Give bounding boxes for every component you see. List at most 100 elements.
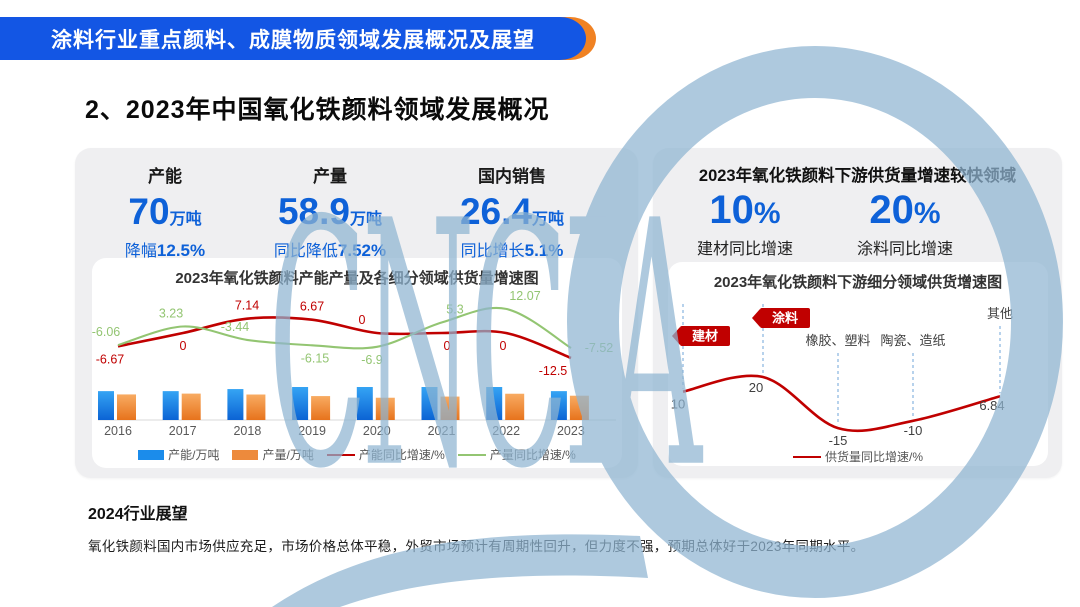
right-chart-title: 2023年氧化铁颜料下游细分领域供货增速图 — [713, 274, 1003, 291]
stat-change: 同比降低7.52% — [273, 241, 387, 260]
capacity-bar — [292, 387, 309, 420]
category-flag-label: 涂料 — [772, 311, 798, 326]
legend-label: 产量同比增速/% — [489, 448, 576, 462]
data-label: 6.67 — [300, 300, 324, 314]
stat-building-materials-growth: 10% 建材同比增速 — [665, 188, 825, 259]
right-chart-card: 2023年氧化铁颜料下游细分领域供货增速图 建材 涂料 橡胶、塑料 陶瓷、造纸 其他 10… — [668, 262, 1048, 466]
legend-item-capacity: 产能/万吨 — [138, 446, 219, 463]
output-bar — [181, 393, 201, 420]
year-label: 2023 — [557, 424, 585, 438]
output-bar — [505, 393, 525, 420]
legend-swatch-supply-line — [792, 455, 821, 458]
category-flag-arrow — [672, 327, 680, 345]
category-flag-label: 建材 — [692, 329, 718, 344]
data-label: 5.3 — [446, 302, 463, 316]
supply-growth-line — [682, 374, 1001, 433]
data-label: 3.23 — [159, 307, 183, 321]
output-bar — [440, 396, 460, 420]
year-label: 2016 — [104, 424, 132, 438]
header-title: 涂料行业重点颜料、成膜物质领域发展概况及展望 — [51, 28, 535, 52]
year-label: 2022 — [492, 424, 520, 438]
legend-swatch-capacity-line — [326, 453, 355, 456]
stat-label: 产能 — [148, 167, 182, 186]
page-title: 2、2023年中国氧化铁颜料领域发展概况 — [85, 96, 550, 124]
year-label: 2017 — [169, 424, 197, 438]
output-bar — [375, 397, 395, 420]
legend-label: 产能/万吨 — [168, 448, 220, 462]
stat-change: 降幅12.5% — [124, 241, 206, 260]
stat-label: 建材同比增速 — [696, 241, 793, 258]
stat-capacity: 产能 70万吨 降幅12.5% — [85, 148, 245, 261]
data-label: 12.07 — [509, 289, 540, 303]
data-label: -15 — [829, 433, 848, 447]
header-bar: 涂料行业重点颜料、成膜物质领域发展概况及展望 — [0, 17, 596, 60]
stat-domestic-sales: 国内销售 26.4万吨 同比增长5.1% — [427, 148, 597, 261]
category-label: 橡胶、塑料 — [805, 333, 870, 348]
legend-swatch-output-line — [457, 453, 486, 456]
data-label: -10 — [904, 423, 923, 438]
output-bar — [117, 394, 136, 420]
output-bar — [569, 395, 589, 420]
output-bar — [246, 394, 266, 420]
data-label: 0 — [359, 313, 366, 327]
stat-value: 58.9万吨 — [277, 191, 383, 232]
legend-label: 产能同比增速/% — [358, 448, 445, 462]
stat-coatings-growth: 20% 涂料同比增速 — [825, 188, 985, 259]
legend-swatch-capacity-bar — [138, 449, 165, 460]
capacity-bar — [162, 391, 179, 420]
right-chart-legend: 供货量同比增速/% — [668, 448, 1048, 465]
output-bar — [311, 396, 331, 420]
stat-label: 涂料同比增速 — [856, 241, 953, 258]
legend-item-capacity-growth: 产能同比增速/% — [326, 446, 445, 463]
category-label: 其他 — [987, 306, 1013, 321]
stat-output: 产量 58.9万吨 同比降低7.52% — [250, 148, 410, 261]
data-label: 6.84 — [979, 398, 1004, 413]
year-label: 2019 — [298, 424, 326, 438]
category-label: 陶瓷、造纸 — [880, 333, 945, 348]
data-label: 0 — [444, 339, 451, 353]
capacity-bar — [486, 387, 503, 420]
legend-item-output-growth: 产量同比增速/% — [457, 446, 576, 463]
category-flag-arrow — [752, 309, 760, 327]
header-bar-blue: 涂料行业重点颜料、成膜物质领域发展概况及展望 — [0, 17, 586, 60]
data-label: 20 — [749, 380, 763, 395]
capacity-bar — [356, 387, 373, 420]
legend-label: 供货量同比增速/% — [824, 450, 923, 464]
year-label: 2018 — [233, 424, 261, 438]
capacity-bar — [421, 387, 438, 420]
left-chart: 2016 2017 2018 2019 2020 2021 2022 2023 -6.67 0 7.… — [92, 289, 616, 438]
right-panel-title: 2023年氧化铁颜料下游供货量增速较快领域 — [698, 167, 1017, 185]
data-label: -3.44 — [221, 320, 250, 334]
left-chart-title: 2023年氧化铁颜料产能产量及各细分领域供货量增速图 — [175, 270, 539, 287]
data-label: -6.9 — [361, 353, 383, 367]
data-label: 0 — [180, 339, 187, 353]
data-label: 10 — [671, 397, 685, 412]
year-label: 2020 — [363, 424, 391, 438]
stat-value: 26.4万吨 — [459, 191, 565, 232]
left-chart-card: 2023年氧化铁颜料产能产量及各细分领域供货量增速图 2016 2017 2018 2… — [92, 258, 622, 468]
stat-value: 10% — [709, 188, 781, 232]
产量同比增速/%-line — [117, 306, 572, 350]
stat-value: 70万吨 — [128, 191, 202, 232]
stat-value: 20% — [869, 188, 941, 232]
capacity-bar — [227, 389, 244, 420]
产能同比增速/%-line — [117, 316, 572, 360]
stat-label: 产量 — [313, 167, 347, 186]
stat-label: 国内销售 — [478, 167, 546, 186]
year-label: 2021 — [428, 424, 456, 438]
left-chart-legend: 产能/万吨 产量/万吨 产能同比增速/% 产量同比增速/% — [92, 446, 622, 463]
data-label: -6.67 — [96, 352, 125, 366]
data-label: 0 — [500, 339, 507, 353]
outlook-body: 氧化铁颜料国内市场供应充足，市场价格总体平稳，外贸市场预计有周期性回升，但力度不… — [88, 539, 865, 554]
data-label: -6.06 — [92, 325, 120, 339]
data-label: -7.52 — [585, 341, 614, 355]
legend-item-supply-growth: 供货量同比增速/% — [792, 448, 923, 465]
outlook-section: 2024行业展望 氧化铁颜料国内市场供应充足，市场价格总体平稳，外贸市场预计有周… — [88, 500, 1048, 555]
capacity-bar — [98, 391, 114, 420]
data-label: 7.14 — [235, 299, 259, 313]
capacity-bar — [550, 391, 567, 420]
legend-swatch-output-bar — [232, 449, 259, 460]
data-label: -6.15 — [301, 351, 330, 365]
